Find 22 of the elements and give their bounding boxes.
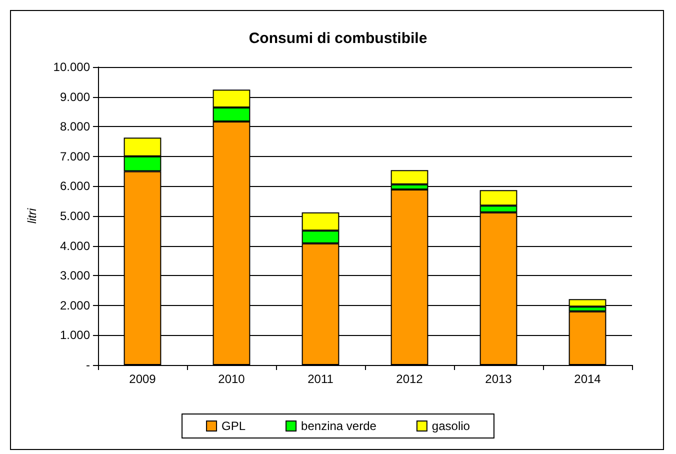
y-tick-label: 5.000 xyxy=(60,209,90,223)
y-tick-label: 4.000 xyxy=(60,238,90,253)
legend-label: gasolio xyxy=(432,419,470,433)
x-tick-label: 2009 xyxy=(129,372,156,386)
y-tick-label: 10.000 xyxy=(53,60,90,74)
y-tick-label: 7.000 xyxy=(60,149,90,164)
legend-label: GPL xyxy=(222,419,246,433)
y-tick-label: 9.000 xyxy=(60,90,90,104)
y-tick-label: 6.000 xyxy=(60,179,90,194)
x-tick-label: 2014 xyxy=(574,372,602,386)
legend-label: benzina verde xyxy=(301,419,377,433)
x-tick-label: 2010 xyxy=(218,372,246,386)
x-tick-label: 2013 xyxy=(485,372,512,386)
y-tick-label: 8.000 xyxy=(60,120,90,134)
x-tick-label: 2011 xyxy=(308,372,334,386)
chart-title: Consumi di combustibile xyxy=(248,30,428,47)
y-tick-label: 3.000 xyxy=(60,268,90,283)
y-tick-label: - xyxy=(86,358,90,372)
y-tick-label: 2.000 xyxy=(60,298,90,312)
y-tick-label: 1.000 xyxy=(60,328,90,342)
y-axis-title: litri xyxy=(25,208,39,224)
x-tick-label: 2012 xyxy=(396,372,424,386)
